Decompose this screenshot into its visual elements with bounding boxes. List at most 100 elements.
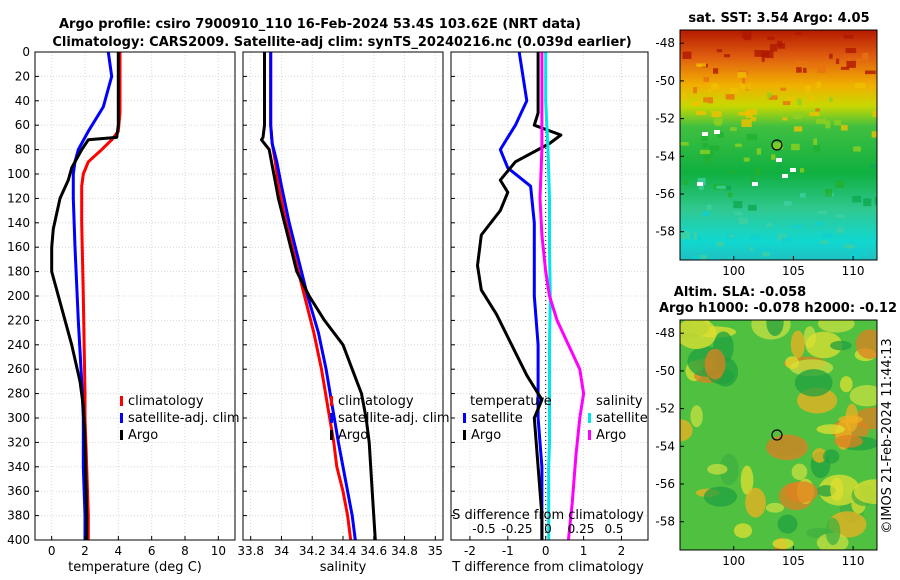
sst-pixel — [872, 110, 877, 117]
depth-tick-label: 200 — [7, 289, 30, 303]
map-y-tick-label: -52 — [655, 402, 675, 416]
sla-blob — [849, 385, 877, 407]
sst-pixel — [765, 50, 774, 59]
sst-pixel — [813, 144, 821, 153]
sst-pixel — [769, 43, 778, 52]
x-tick-label: -1 — [502, 544, 514, 558]
sst-pixel — [766, 249, 774, 255]
depth-tick-label: 220 — [7, 313, 30, 327]
sst-pixel — [846, 60, 856, 68]
sst-pixel — [716, 185, 726, 189]
map-x-tick-label: 105 — [782, 264, 805, 278]
sst-pixel — [815, 108, 820, 112]
legend-s-argo: Argo — [596, 428, 626, 443]
sst-pixel — [835, 180, 845, 188]
sst-pixel — [701, 135, 709, 142]
sst-pixel — [703, 97, 708, 103]
temperature-legend: climatology satellite-adj. clim Argo — [120, 394, 240, 443]
difference-legend-temperature: temperature satellite Argo — [463, 394, 552, 443]
legend-temperature-title: temperature — [470, 394, 552, 409]
x-tick-label: -2 — [464, 544, 476, 558]
depth-tick-labels: 0 20 40 60 80 100 120 140 160 180 200 220 240 260 280 3… — [7, 45, 30, 547]
legend-satellite: satellite-adj. clim — [338, 411, 450, 426]
temperature-panel: 0 2 4 6 8 10 0 20 40 60 80 100 120 140 160 180 200 220 24… — [7, 45, 240, 575]
map-y-tick-label: -58 — [655, 225, 675, 239]
x-tick-label: 34.2 — [299, 544, 326, 558]
sst-pixel — [771, 154, 776, 160]
sla-blob — [785, 356, 800, 370]
sst-pixel — [703, 76, 710, 82]
sst-pixel — [692, 101, 701, 107]
series-salinity-argo — [538, 52, 586, 541]
map-y-tick-label: -58 — [655, 515, 675, 529]
sst-pixel — [741, 30, 752, 39]
sla-blob — [703, 486, 738, 507]
sst-pixel — [717, 132, 724, 138]
sst-pixel — [795, 60, 807, 66]
sla-blob — [765, 502, 785, 513]
sla-map: Altim. SLA: -0.058 Argo h1000: -0.078 h2… — [655, 285, 897, 568]
sst-pixel — [836, 214, 846, 218]
map-x-tick-label: 105 — [782, 554, 805, 568]
sst-pixel — [834, 120, 842, 126]
sla-blob — [816, 424, 845, 435]
sst-pixel — [767, 92, 772, 98]
sst-pixel — [840, 124, 848, 131]
map-x-tick-label: 100 — [722, 264, 745, 278]
sst-pixel — [702, 142, 708, 149]
sla-blob — [823, 449, 840, 464]
sst-missing-pixel — [790, 168, 796, 172]
map-y-tick-label: -52 — [655, 112, 675, 126]
map-x-tick-label: 110 — [842, 264, 865, 278]
depth-tick-label: 120 — [7, 191, 30, 205]
sst-pixel — [809, 95, 814, 101]
sla-blob — [791, 463, 808, 481]
depth-tick-label: 80 — [15, 143, 30, 157]
sst-pixel — [856, 58, 862, 62]
depth-tick-label: 60 — [15, 118, 30, 132]
sst-pixel — [772, 142, 784, 150]
sst-pixel — [703, 151, 714, 158]
sla-blob — [772, 538, 794, 549]
sst-pixel — [693, 87, 698, 94]
sst-pixel — [737, 72, 747, 78]
sla-blob — [690, 405, 703, 428]
legend-swatch-t-satellite — [463, 413, 466, 423]
depth-tick-label: 100 — [7, 167, 30, 181]
legend-swatch-t-argo — [463, 430, 466, 440]
series-temperature-satellite — [498, 51, 544, 540]
map-y-tick-label: -48 — [655, 36, 675, 50]
sla-blob — [680, 320, 717, 350]
sst-missing-pixel — [697, 182, 703, 186]
sst-pixel — [840, 66, 850, 70]
sst-pixel — [794, 126, 803, 132]
salinity-ticks: 33.8 34 34.2 34.4 34.6 34.8 35 — [237, 51, 443, 558]
depth-tick-label: 40 — [15, 94, 30, 108]
x-tick-label: 6 — [148, 544, 156, 558]
legend-swatch-argo — [120, 430, 123, 440]
sla-argo-marker — [771, 429, 783, 441]
sst-pixel — [748, 204, 757, 211]
s-diff-tick-label: 0.5 — [604, 522, 623, 536]
sst-pixel — [767, 36, 775, 40]
sla-texture — [680, 320, 877, 550]
sst-pixel — [725, 94, 735, 100]
x-tick-label: 4 — [115, 544, 123, 558]
sst-pixel — [825, 188, 833, 197]
legend-swatch-satellite — [330, 413, 333, 423]
sst-pixel — [733, 200, 743, 209]
sst-pixel — [776, 164, 781, 168]
sst-map-ticks: 100 105 110 -48 -50 -52 -54 -56 -58 — [655, 36, 864, 278]
legend-swatch-climatology — [120, 396, 123, 406]
sla-blob — [830, 340, 852, 351]
s-diff-tick-label: 0 — [544, 522, 552, 536]
t-difference-xlabel: T difference from climatology — [451, 560, 644, 575]
sst-pixel — [853, 248, 863, 255]
x-tick-label: 0 — [48, 544, 56, 558]
depth-tick-label: 180 — [7, 265, 30, 279]
sst-pixel — [793, 111, 803, 120]
sst-pixel — [713, 118, 723, 125]
series-satellite-adj-clim — [269, 52, 357, 541]
sla-blob — [838, 415, 863, 424]
sst-pixel — [865, 70, 876, 75]
